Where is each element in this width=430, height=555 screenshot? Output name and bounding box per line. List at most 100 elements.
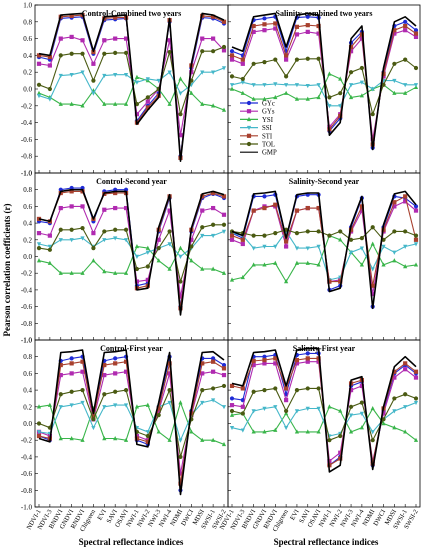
data-point-ssi (36, 242, 42, 247)
data-point-ssi (221, 66, 227, 71)
data-point-tol (262, 233, 267, 238)
data-point-ssi (359, 411, 364, 416)
data-point-ysi (240, 90, 245, 95)
data-point-gys (251, 29, 256, 34)
data-point-ysi (284, 90, 289, 95)
data-point-tol (403, 57, 408, 62)
x-tick-label: EVI (289, 509, 301, 522)
data-point-gys (392, 31, 397, 36)
data-point-sti (392, 28, 397, 33)
data-point-gys (273, 26, 278, 31)
data-point-tol (338, 229, 343, 234)
data-point-gys (403, 367, 408, 372)
data-point-ysi (338, 237, 343, 242)
data-point-gys (392, 375, 397, 380)
data-point-sti (69, 189, 74, 194)
y-tick-label: 0.6 (23, 370, 32, 378)
legend-label-gmp: GMP (262, 150, 277, 157)
data-point-sti (69, 13, 74, 19)
y-tick-label: 0.2 (23, 236, 32, 244)
data-point-ssi (273, 405, 278, 410)
data-point-ssi (58, 405, 63, 410)
panel-title: Control-Second year (96, 177, 167, 186)
data-point-tol (36, 421, 42, 426)
data-point-tol (348, 237, 354, 242)
data-point-gys (167, 208, 172, 213)
data-point-tol (36, 246, 42, 251)
data-point-ssi (134, 80, 140, 85)
y-tick-label: -0.8 (21, 487, 33, 495)
data-point-gyc (113, 356, 118, 361)
panel-frame (227, 4, 421, 174)
data-point-ysi (189, 90, 194, 95)
data-point-ysi (273, 427, 278, 432)
data-point-ysi (134, 404, 140, 409)
data-point-ssi (211, 398, 216, 403)
data-point-tol (403, 392, 408, 397)
data-point-ysi (284, 410, 289, 416)
data-point-ssi (178, 91, 183, 96)
data-point-gys (58, 205, 63, 211)
data-point-ssi (392, 78, 397, 84)
data-point-gys (91, 61, 96, 66)
data-point-ssi (370, 87, 375, 92)
data-point-gys (123, 205, 129, 211)
data-point-gys (294, 361, 300, 366)
y-tick-label: -0.8 (21, 153, 33, 161)
data-point-sti (156, 406, 161, 411)
data-point-sti (229, 383, 235, 389)
data-point-tol (327, 233, 332, 238)
data-point-ssi (123, 73, 129, 78)
data-point-tol (381, 417, 386, 422)
series-line-ysi (38, 76, 225, 111)
data-point-sti (251, 23, 256, 29)
data-point-ysi (392, 425, 397, 430)
data-point-ssi (327, 104, 332, 109)
data-point-tol (113, 227, 118, 232)
data-point-tol (251, 61, 256, 66)
data-point-tol (413, 233, 419, 238)
data-point-gys (294, 32, 300, 37)
data-point-gys (47, 63, 52, 68)
data-point-ssi (211, 70, 216, 75)
data-point-ysi (381, 421, 386, 426)
data-point-gys (316, 31, 321, 36)
data-point-ssi (167, 400, 172, 406)
legend-marker-tol (246, 141, 252, 147)
data-point-gys (413, 375, 419, 380)
data-point-gys (229, 57, 235, 62)
data-point-ssi (392, 250, 397, 255)
data-point-ssi (134, 254, 140, 259)
data-point-gys (69, 371, 74, 376)
data-point-sti (262, 22, 267, 27)
series-line-gmp (38, 188, 225, 316)
data-point-tol (69, 227, 74, 232)
y-tick-label: -0.2 (21, 102, 33, 110)
data-point-tol (413, 396, 419, 401)
data-point-gys (221, 372, 227, 378)
data-point-gys (36, 231, 42, 236)
data-point-sti (211, 14, 216, 19)
data-point-tol (156, 246, 161, 251)
y-tick-label: -1.0 (21, 504, 33, 512)
data-point-ysi (392, 90, 397, 95)
data-point-ysi (392, 258, 397, 263)
data-point-tol (316, 56, 321, 61)
data-point-ssi (294, 83, 300, 88)
data-point-ssi (80, 400, 85, 406)
series-line-gmp (231, 347, 417, 473)
data-point-ssi (91, 91, 96, 96)
y-tick-label: 0.4 (23, 387, 32, 395)
x-axis-label-left: Spectral reflectance indices (79, 537, 184, 547)
data-point-ssi (413, 242, 419, 247)
data-point-tol (178, 279, 183, 284)
y-tick-label: -1.0 (21, 337, 33, 345)
data-point-ysi (403, 264, 408, 269)
data-point-sti (80, 359, 85, 364)
data-point-gys (178, 133, 183, 138)
data-point-gys (69, 34, 74, 40)
data-point-gys (221, 212, 227, 217)
data-point-ssi (167, 242, 172, 247)
data-point-ysi (178, 400, 183, 405)
legend-marker-gys (246, 109, 252, 114)
